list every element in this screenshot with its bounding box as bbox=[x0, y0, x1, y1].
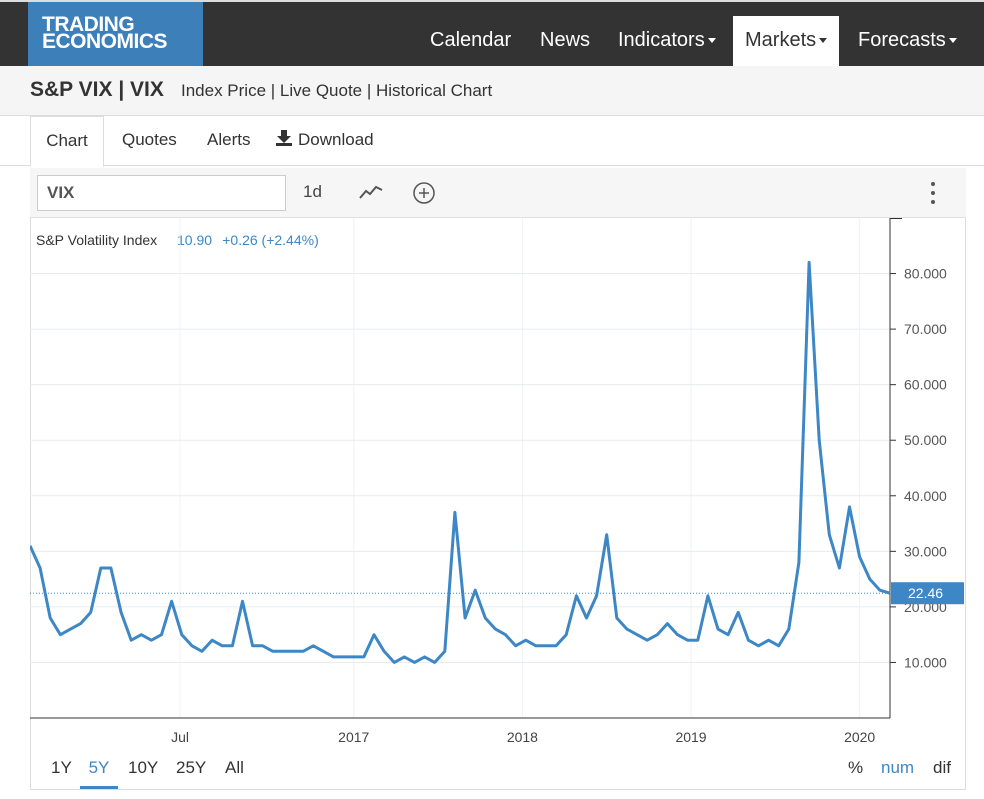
chart: S&P Volatility Index 10.90 +0.26 (+2.44%… bbox=[30, 218, 964, 745]
symbol-input[interactable]: VIX bbox=[37, 175, 286, 211]
last-value-label: 22.46 bbox=[908, 585, 943, 601]
range-button[interactable]: All bbox=[225, 758, 244, 777]
tab[interactable]: Download bbox=[276, 116, 374, 166]
range-button[interactable]: 25Y bbox=[176, 758, 207, 777]
menu-icon[interactable] bbox=[928, 180, 938, 206]
tabs-border bbox=[0, 165, 984, 166]
interval-button[interactable]: 1d bbox=[303, 182, 322, 201]
header-bar: S&P VIX | VIX Index Price | Live Quote |… bbox=[0, 66, 984, 116]
quote: 10.90 bbox=[177, 232, 212, 248]
tab[interactable]: Chart bbox=[30, 116, 104, 167]
tab[interactable]: Alerts bbox=[207, 130, 251, 149]
logo[interactable]: TRADING ECONOMICS bbox=[28, 2, 203, 66]
nav-item[interactable]: Indicators bbox=[618, 2, 716, 66]
nav-item[interactable]: Markets bbox=[733, 16, 840, 66]
x-tick-label: 2017 bbox=[338, 729, 369, 745]
chart-type-icon[interactable] bbox=[358, 183, 384, 201]
x-tick-label: 2020 bbox=[844, 729, 875, 745]
y-tick-label: 10.000 bbox=[904, 654, 947, 670]
y-tick-label: 30.000 bbox=[904, 543, 947, 559]
nav-label: Forecasts bbox=[858, 29, 946, 51]
y-tick-label: 70.000 bbox=[904, 321, 947, 337]
nav-label: Markets bbox=[745, 29, 817, 51]
nav-label: Indicators bbox=[618, 29, 705, 51]
range-button[interactable]: 10Y bbox=[128, 758, 159, 777]
logo-line: ECONOMICS bbox=[42, 30, 168, 53]
download-icon bbox=[276, 130, 292, 146]
data-line bbox=[30, 260, 891, 664]
y-tick-label: 80.000 bbox=[904, 266, 947, 282]
mode-button[interactable]: dif bbox=[933, 758, 951, 777]
range-button[interactable]: 1Y bbox=[51, 758, 72, 777]
x-tick-label: 2019 bbox=[675, 729, 706, 745]
change: +0.26 (+2.44%) bbox=[222, 232, 319, 248]
logo-line: TRADING bbox=[42, 13, 135, 36]
chart-toolbar: VIX 1d bbox=[30, 168, 966, 218]
nav-item[interactable]: News bbox=[540, 29, 591, 51]
x-tick-label: 2018 bbox=[507, 729, 538, 745]
tab[interactable]: Quotes bbox=[122, 130, 177, 149]
last-value-badge bbox=[891, 582, 964, 605]
tab-label: Download bbox=[298, 130, 374, 149]
mode-button[interactable]: num bbox=[881, 758, 915, 777]
nav-item[interactable]: Calendar bbox=[430, 29, 512, 51]
nav-item[interactable]: Forecasts bbox=[858, 2, 957, 66]
page-title: S&P VIX | VIX bbox=[30, 78, 164, 101]
mode-button[interactable]: % bbox=[848, 758, 864, 777]
y-tick-label: 60.000 bbox=[904, 377, 947, 393]
x-tick-label: Jul bbox=[171, 729, 189, 745]
chart-title: S&P Volatility Index bbox=[36, 232, 157, 248]
y-tick-label: 40.000 bbox=[904, 488, 947, 504]
y-tick-label: 50.000 bbox=[904, 432, 947, 448]
range-button[interactable]: 5Y bbox=[80, 757, 118, 789]
page-subtitle: Index Price | Live Quote | Historical Ch… bbox=[181, 81, 493, 100]
add-icon[interactable] bbox=[411, 180, 437, 206]
